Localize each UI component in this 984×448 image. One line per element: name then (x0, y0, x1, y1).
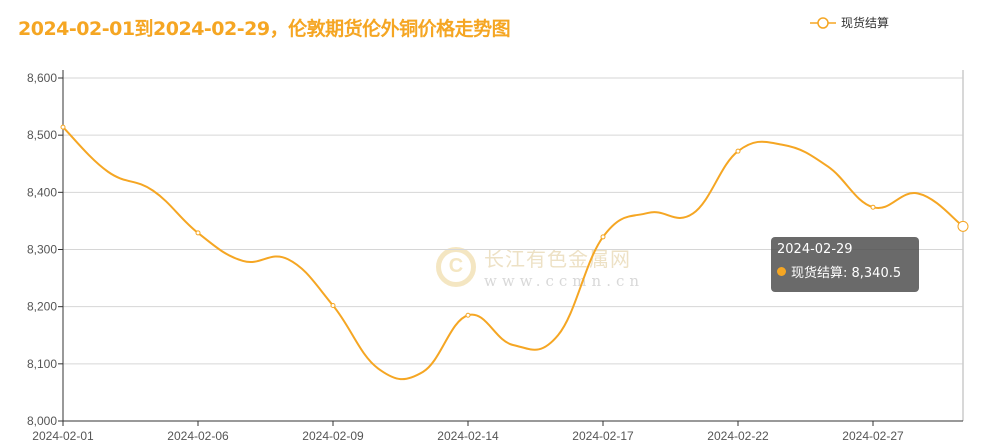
y-tick-label: 8,500 (27, 128, 57, 142)
x-tick-label: 2024-02-27 (842, 429, 904, 443)
data-point[interactable] (60, 124, 66, 130)
y-tick-label: 8,100 (27, 357, 57, 371)
x-tick-label: 2024-02-22 (707, 429, 769, 443)
tooltip-date: 2024-02-29 (777, 242, 853, 257)
legend-line-circle-icon (810, 16, 836, 29)
data-point[interactable] (735, 148, 741, 154)
data-point[interactable] (330, 303, 336, 309)
legend-label: 现货结算 (841, 16, 890, 30)
tooltip: 2024-02-29 现货结算: 8,340.5 (771, 237, 919, 292)
y-tick-label: 8,000 (27, 414, 57, 428)
x-tick-label: 2024-02-06 (167, 429, 229, 443)
y-tick-label: 8,400 (27, 185, 57, 199)
data-point[interactable] (465, 312, 471, 318)
watermark: C 长江有色金属网 www.ccmn.cn (436, 243, 644, 290)
chart-title: 2024-02-01到2024-02-29，伦敦期货伦外铜价格走势图 (18, 18, 511, 40)
data-point[interactable] (957, 220, 969, 232)
data-point[interactable] (870, 204, 876, 210)
tooltip-value: 现货结算: 8,340.5 (791, 266, 902, 281)
x-tick-label: 2024-02-14 (437, 429, 499, 443)
x-tick-label: 2024-02-01 (32, 429, 94, 443)
legend-item[interactable]: 现货结算 (810, 14, 889, 31)
data-point[interactable] (600, 234, 606, 240)
series-dot-icon (777, 267, 786, 276)
y-tick-label: 8,200 (27, 300, 57, 314)
series-line (62, 126, 964, 381)
y-tick-label: 8,300 (27, 243, 57, 257)
x-tick-label: 2024-02-17 (572, 429, 634, 443)
watermark-url: www.ccmn.cn (484, 272, 645, 290)
y-tick-label: 8,600 (27, 71, 57, 85)
x-tick-label: 2024-02-09 (302, 429, 364, 443)
data-point[interactable] (195, 230, 201, 236)
watermark-name: 长江有色金属网 (484, 247, 631, 271)
